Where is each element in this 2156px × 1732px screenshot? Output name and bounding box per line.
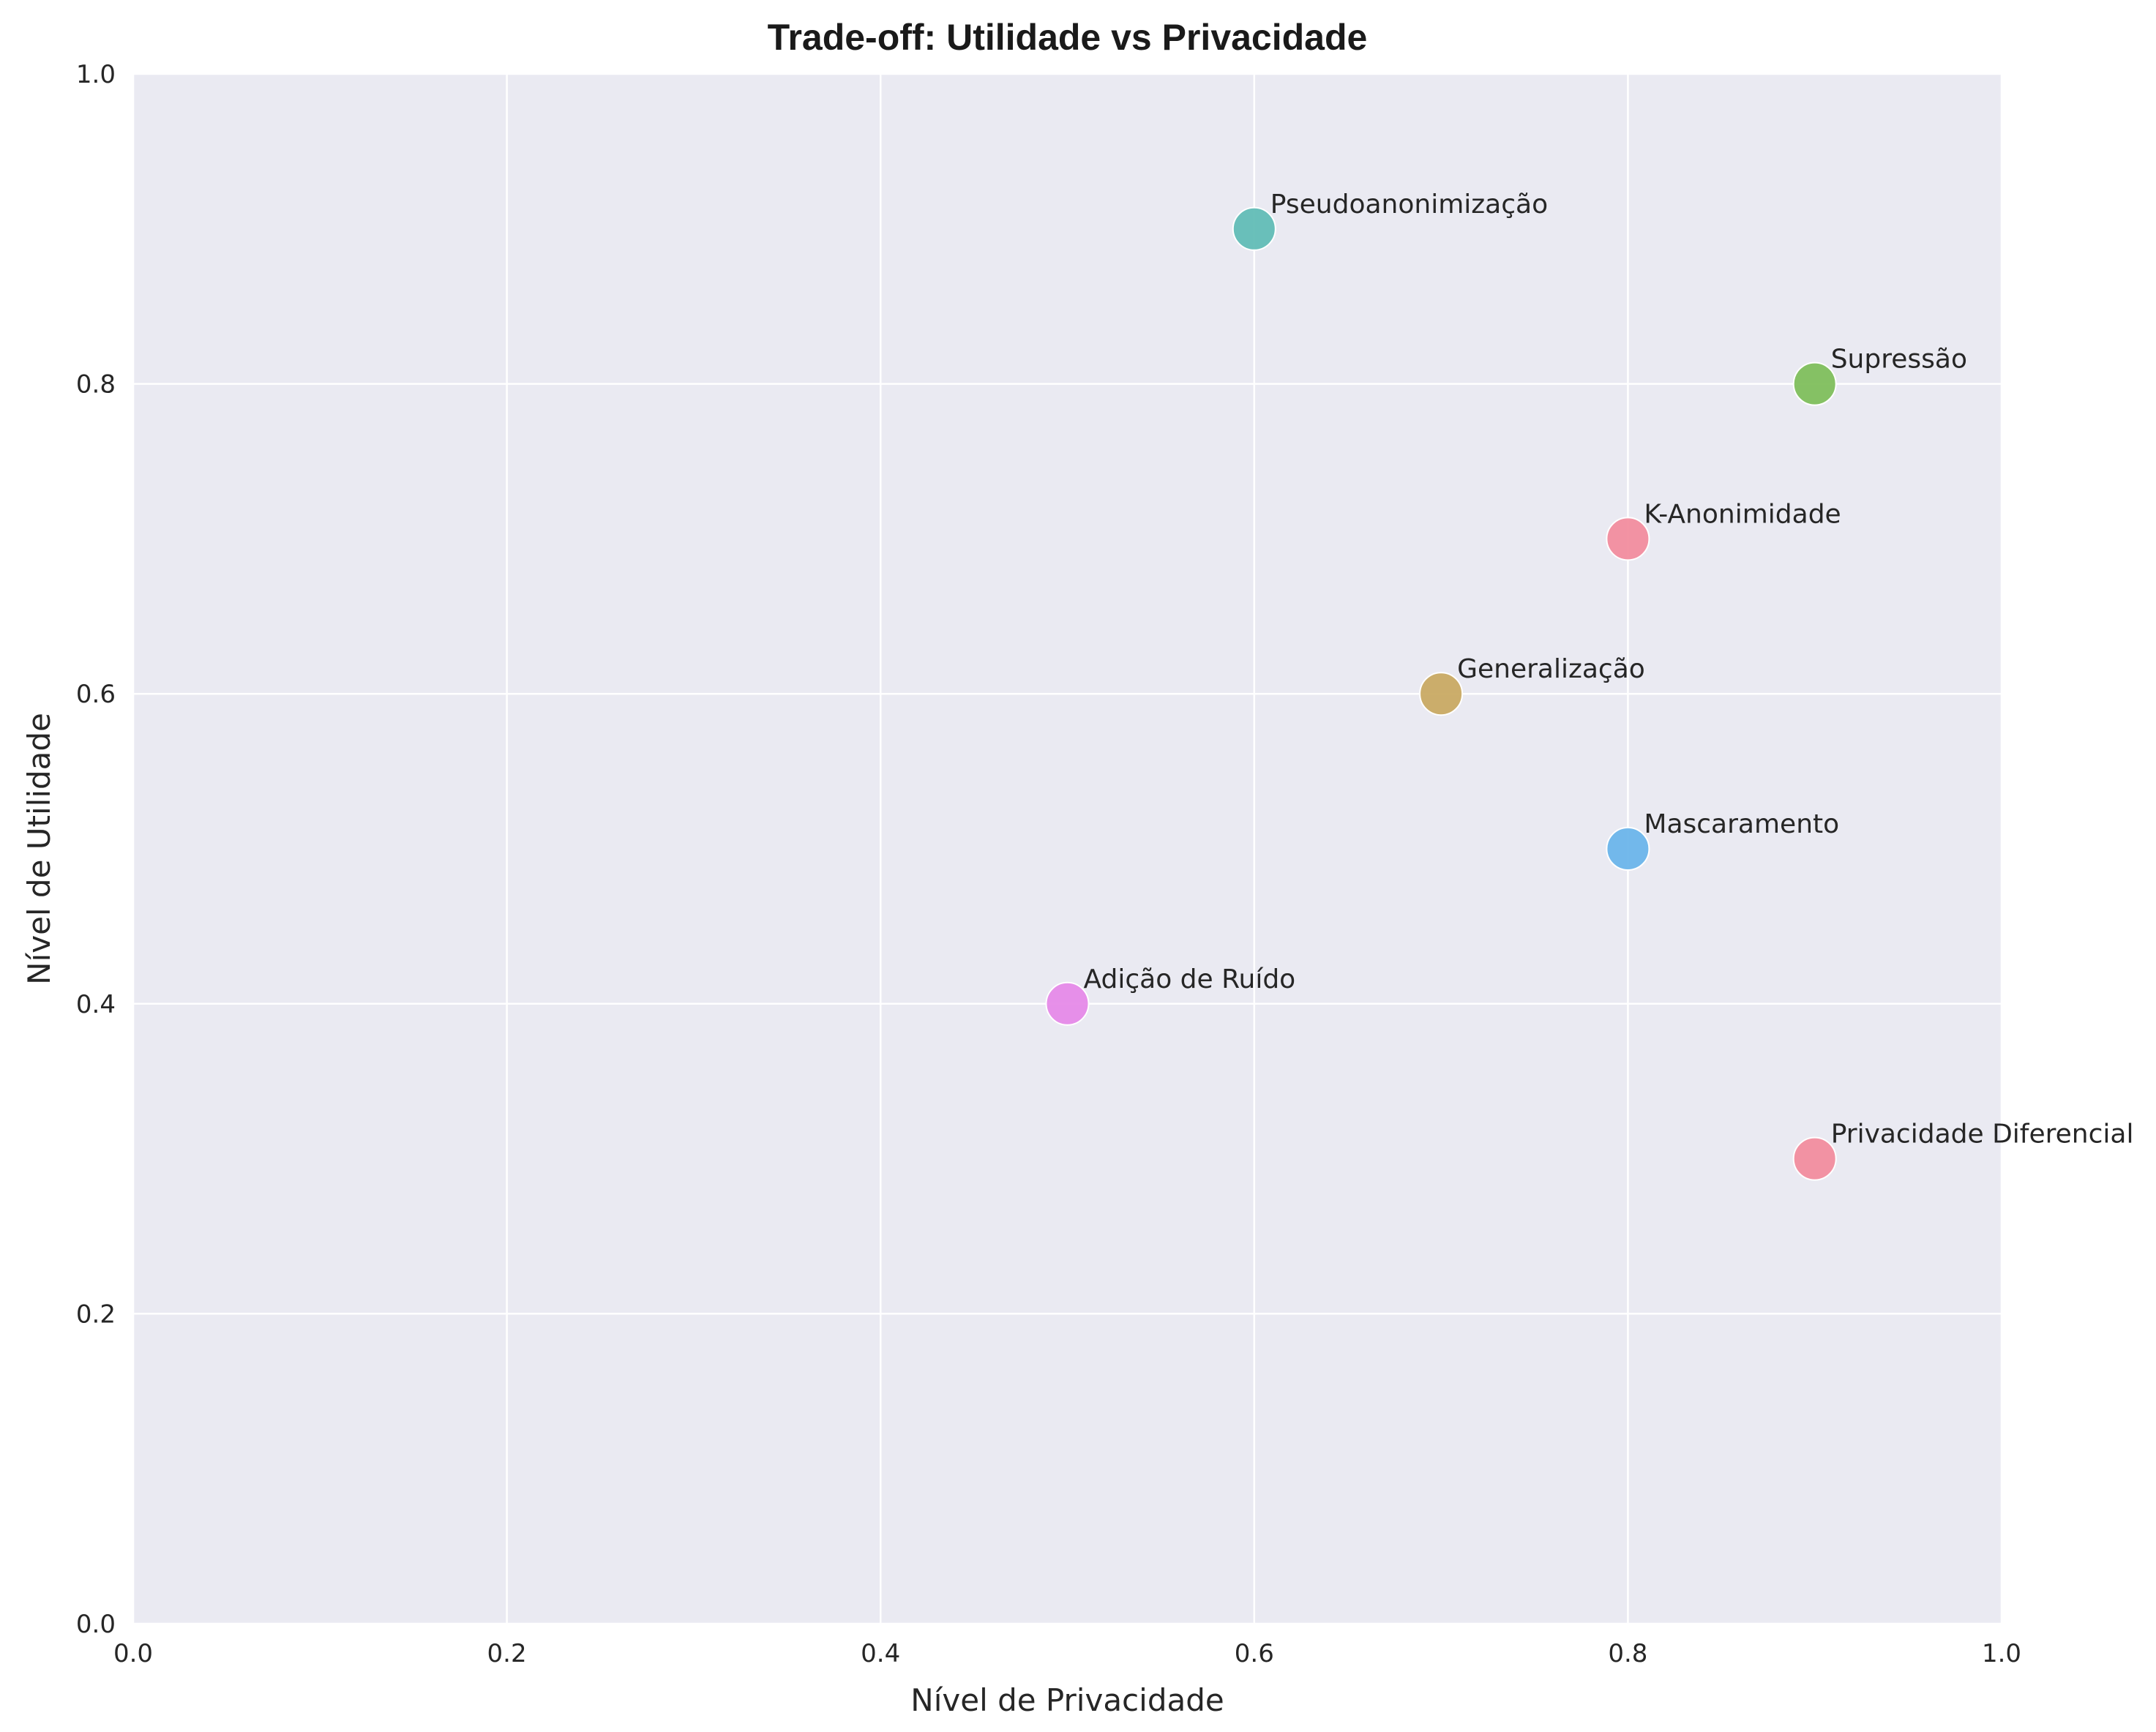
x-axis-label: Nível de Privacidade xyxy=(910,1682,1224,1718)
data-point xyxy=(1792,1136,1837,1181)
x-tick-label: 1.0 xyxy=(1982,1639,2021,1668)
y-tick-label: 0.4 xyxy=(76,990,116,1019)
y-tick-label: 0.8 xyxy=(76,370,116,400)
point-label: Supressão xyxy=(1831,345,1967,375)
y-tick-label: 0.2 xyxy=(76,1300,116,1329)
data-point xyxy=(1045,981,1090,1026)
x-tick-label: 0.4 xyxy=(861,1639,900,1668)
data-point xyxy=(1606,517,1650,561)
point-label: Adição de Ruído xyxy=(1084,964,1296,994)
y-tick-label: 1.0 xyxy=(76,60,116,89)
y-tick-label: 0.6 xyxy=(76,680,116,709)
y-tick-label: 0.0 xyxy=(76,1610,116,1639)
y-tick-labels: 0.0 0.2 0.4 0.6 0.8 1.0 xyxy=(76,60,116,1639)
data-points xyxy=(1045,206,1837,1181)
point-label: Generalização xyxy=(1457,654,1645,684)
point-labels: K-Anonimidade Supressão Generalização Pseud… xyxy=(1084,190,2134,1150)
data-point xyxy=(1232,206,1276,251)
y-axis-label: Nível de Utilidade xyxy=(21,713,57,985)
data-point xyxy=(1792,361,1837,406)
point-label: Privacidade Diferencial xyxy=(1831,1120,2134,1150)
x-tick-labels: 0.0 0.2 0.4 0.6 0.8 1.0 xyxy=(113,1639,2021,1668)
plot-area xyxy=(133,74,2002,1624)
x-tick-label: 0.0 xyxy=(113,1639,153,1668)
x-tick-label: 0.6 xyxy=(1235,1639,1274,1668)
data-point xyxy=(1419,672,1464,716)
chart-title: Trade-off: Utilidade vs Privacidade xyxy=(768,17,1368,58)
data-point xyxy=(1606,827,1650,871)
point-label: Mascaramento xyxy=(1644,809,1839,839)
point-label: Pseudoanonimização xyxy=(1270,190,1548,220)
x-tick-label: 0.2 xyxy=(487,1639,527,1668)
x-tick-label: 0.8 xyxy=(1608,1639,1647,1668)
point-label: K-Anonimidade xyxy=(1644,499,1841,529)
